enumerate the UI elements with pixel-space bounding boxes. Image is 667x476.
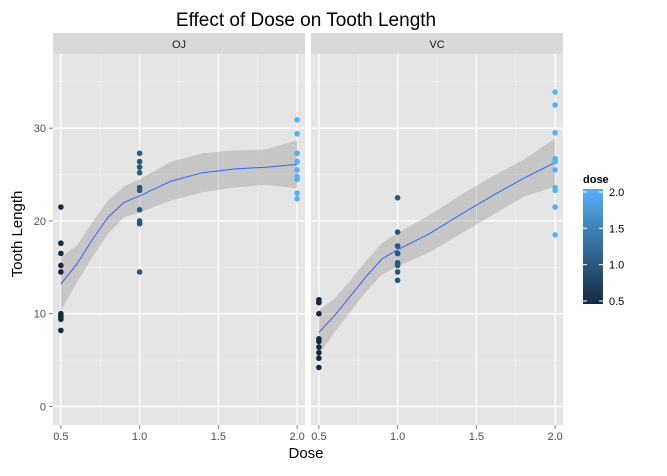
data-point	[58, 240, 64, 247]
smooth-line	[60, 163, 298, 285]
confidence-band	[318, 138, 556, 355]
data-point	[58, 269, 64, 275]
legend-label: 1.5	[609, 223, 624, 235]
data-point	[316, 344, 322, 350]
panel-vc: VC	[311, 33, 563, 425]
legend-label: 2.0	[609, 187, 624, 199]
data-point	[394, 194, 401, 201]
data-point	[294, 190, 300, 196]
data-point	[552, 89, 558, 95]
y-axis-title: Tooth Length	[9, 191, 26, 278]
data-point	[294, 117, 300, 123]
data-point	[394, 229, 401, 235]
data-point	[58, 250, 64, 257]
data-point	[136, 269, 143, 275]
y-tick-label: 10	[34, 309, 46, 321]
facet-strip-label: VC	[429, 39, 444, 51]
data-points	[316, 89, 558, 371]
x-tick-label: 1.0	[390, 431, 405, 443]
data-point	[136, 184, 143, 191]
smooth-line	[318, 162, 556, 333]
data-point	[294, 130, 300, 137]
data-point	[552, 232, 558, 238]
data-point	[136, 218, 143, 224]
panel-oj: OJ	[53, 33, 305, 425]
data-points	[58, 117, 300, 334]
legend: dose 2.0 1.5 1.0 0.5	[583, 174, 624, 308]
data-point	[394, 269, 401, 275]
data-point	[294, 167, 300, 173]
data-point	[294, 195, 300, 202]
data-point	[394, 243, 401, 249]
data-point	[552, 204, 558, 210]
data-point	[316, 310, 322, 317]
data-point	[58, 204, 64, 210]
data-point	[316, 299, 322, 306]
data-point	[58, 327, 64, 334]
data-point	[136, 158, 143, 165]
data-point	[552, 130, 558, 136]
data-point	[136, 207, 143, 213]
chart-title: Effect of Dose on Tooth Length	[176, 10, 436, 31]
y-tick-label: 30	[34, 123, 46, 135]
legend-label: 1.0	[609, 260, 624, 272]
facet-strip	[53, 33, 305, 54]
data-point	[552, 187, 558, 194]
x-tick-label: 1.5	[211, 431, 226, 443]
data-point	[552, 102, 558, 108]
data-point	[58, 262, 64, 269]
facet-strip-label: OJ	[172, 39, 186, 51]
x-axis-title: Dose	[288, 445, 323, 462]
data-point	[294, 150, 300, 157]
gridlines	[311, 54, 563, 425]
data-point	[136, 169, 143, 176]
y-axis-ticks: 0 10 20 30	[34, 123, 53, 413]
data-point	[136, 150, 143, 157]
y-tick-label: 20	[34, 216, 46, 228]
x-tick-label: 1.0	[132, 431, 147, 443]
facet-strip	[311, 33, 563, 54]
x-tick-label: 2.0	[547, 431, 562, 443]
data-point	[294, 158, 300, 165]
data-point	[294, 173, 300, 180]
legend-label: 0.5	[609, 296, 624, 308]
y-tick-label: 0	[40, 401, 46, 413]
data-point	[136, 164, 143, 170]
x-tick-label: 0.5	[311, 431, 326, 443]
data-point	[316, 364, 322, 371]
x-tick-label: 0.5	[53, 431, 68, 443]
data-point	[316, 349, 322, 356]
data-point	[316, 355, 322, 362]
data-point	[316, 338, 322, 345]
legend-title: dose	[583, 174, 609, 186]
x-axis-ticks: 0.5 1.0 1.5 2.0 0.5 1.0 1.5 2.0	[53, 425, 563, 443]
facet-panels: OJ VC	[53, 33, 563, 425]
confidence-band	[60, 140, 298, 311]
data-point	[394, 277, 401, 284]
data-point	[552, 156, 558, 162]
data-point	[552, 167, 558, 173]
data-point	[394, 250, 401, 257]
data-point	[58, 313, 64, 320]
data-point	[394, 259, 401, 266]
x-tick-label: 1.5	[469, 431, 484, 443]
x-tick-label: 2.0	[289, 431, 304, 443]
legend-colorbar	[583, 189, 603, 304]
gridlines	[53, 54, 305, 425]
